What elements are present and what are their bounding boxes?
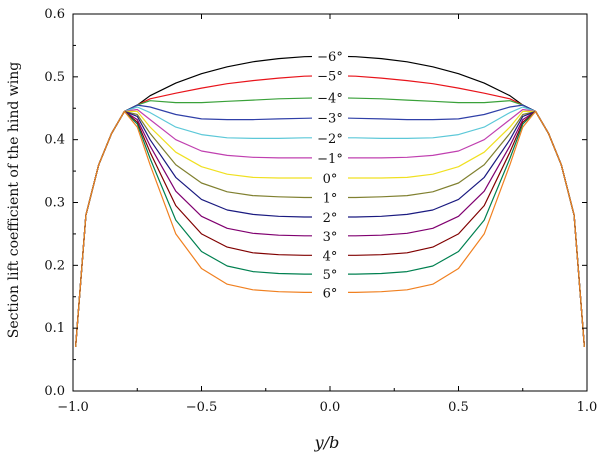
series-label-bg — [312, 67, 348, 82]
series-label-8: 2° — [323, 211, 338, 226]
x-tick-label: −0.5 — [186, 400, 218, 415]
series-label-bg — [312, 247, 348, 262]
series-label-bg — [312, 208, 348, 223]
series-label-bg — [312, 129, 348, 144]
series-label-bg — [312, 284, 348, 299]
x-tick-label: −1.0 — [57, 400, 89, 415]
series-label-7: 1° — [323, 191, 338, 206]
series-label-2: −4° — [317, 92, 343, 107]
y-axis-label: Section lift coefficient of the hind win… — [6, 62, 22, 338]
series-label-bg — [312, 227, 348, 242]
series-label-4: −2° — [317, 132, 343, 147]
series-label-3: −3° — [317, 112, 343, 127]
series-label-bg — [312, 169, 348, 184]
series-label-bg — [312, 109, 348, 124]
x-tick-label: 0.5 — [448, 400, 469, 415]
series-label-bg — [312, 266, 348, 281]
series-label-10: 4° — [323, 249, 338, 264]
series-label-6: 0° — [323, 172, 338, 187]
series-label-bg — [312, 48, 348, 63]
x-tick-label: 0.0 — [320, 400, 341, 415]
x-axis-label: y/b — [314, 433, 340, 452]
y-tick-label: 0.5 — [44, 70, 65, 85]
x-tick-label: 1.0 — [577, 400, 598, 415]
series-label-12: 6° — [323, 286, 338, 301]
y-tick-label: 0.0 — [44, 384, 65, 399]
series-labels: −6° −5° −4° −3° −2° −1° 0° 1° 2° 3° 4° 5° 6° — [312, 48, 348, 301]
series-label-11: 5° — [323, 268, 338, 283]
series-label-5: −1° — [317, 152, 343, 167]
series-label-bg — [312, 89, 348, 104]
y-tick-label: 0.3 — [44, 196, 65, 211]
y-tick-label: 0.4 — [44, 133, 65, 148]
series-label-bg — [312, 149, 348, 164]
y-tick-label: 0.2 — [44, 258, 65, 273]
axes: −1.0 −0.5 0.0 0.5 1.0 0.0 0.1 0.2 0.3 0.4 0.5 0.6 — [44, 7, 597, 415]
y-tick-label: 0.1 — [44, 321, 65, 336]
y-tick-label: 0.6 — [44, 7, 65, 22]
series-label-bg — [312, 189, 348, 204]
series-label-1: −5° — [317, 70, 343, 85]
series-label-0: −6° — [317, 50, 343, 65]
series-label-9: 3° — [323, 230, 338, 245]
